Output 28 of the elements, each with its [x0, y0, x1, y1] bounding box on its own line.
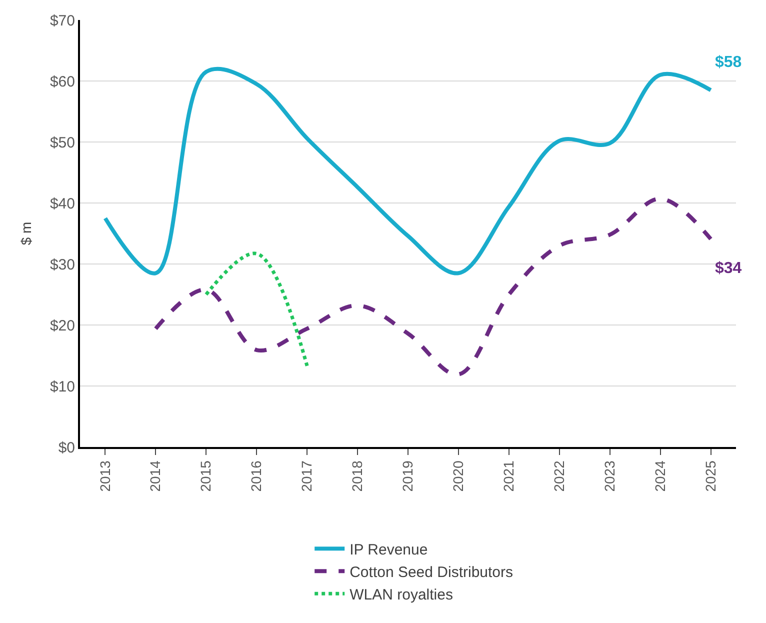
- annotation: $58: [715, 54, 742, 71]
- legend-label: WLAN royalties: [350, 586, 453, 604]
- line-series: [154, 196, 713, 376]
- x-tick-label: 2015: [198, 460, 214, 492]
- x-tick-label: 2021: [500, 460, 516, 492]
- y-tick-label: $70: [50, 12, 75, 30]
- x-tick-label: 2017: [298, 460, 315, 492]
- annotation: $34: [715, 260, 742, 277]
- x-tick-label: 2018: [349, 460, 366, 492]
- x-tick-label: 2016: [248, 460, 264, 492]
- legend-label: IP Revenue: [350, 542, 428, 558]
- x-tick-label: 2022: [550, 460, 567, 492]
- y-tick-label: $10: [50, 378, 75, 396]
- y-tick-label: $60: [50, 73, 75, 90]
- x-tick-label: 2024: [652, 460, 668, 492]
- y-tick-label: $30: [50, 256, 75, 274]
- y-tick-label: $40: [50, 195, 75, 212]
- y-axis-title: $ m: [18, 222, 34, 246]
- y-tick-label: $20: [50, 317, 75, 334]
- x-tick-label: 2013: [96, 460, 113, 492]
- y-tick-label: $50: [50, 134, 75, 152]
- x-tick-label: 2014: [147, 460, 164, 492]
- legend-label: Cotton Seed Distributors: [350, 564, 514, 581]
- x-tick-label: 2020: [450, 460, 466, 492]
- y-tick-label: $0: [58, 439, 75, 456]
- x-tick-label: 2023: [601, 460, 618, 492]
- x-tick-label: 2019: [400, 460, 416, 492]
- x-tick-label: 2025: [702, 460, 718, 492]
